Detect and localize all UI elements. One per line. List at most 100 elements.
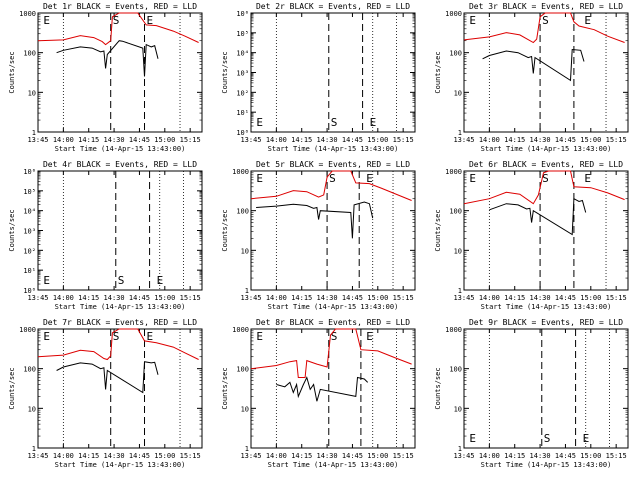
plot-frame xyxy=(250,170,416,291)
x-tick-label: 14:45 xyxy=(342,452,363,460)
y-tick-label: 100 xyxy=(236,366,249,374)
marker-label-S: S xyxy=(331,116,338,129)
x-tick-label: 14:00 xyxy=(266,452,287,460)
x-tick-label: 15:15 xyxy=(393,136,414,144)
series-events xyxy=(482,48,585,82)
x-tick-label: 15:00 xyxy=(580,136,601,144)
x-tick-label: 14:45 xyxy=(129,294,150,302)
y-tick-label: 10⁵ xyxy=(23,188,36,196)
x-axis-label: Start Time (14-Apr-15 13:43:00) xyxy=(268,303,399,311)
y-tick-label: 10³ xyxy=(23,228,36,236)
x-tick-label: 14:15 xyxy=(78,452,99,460)
x-tick-label: 14:15 xyxy=(78,136,99,144)
x-tick-label: 15:15 xyxy=(606,136,627,144)
y-tick-label: 1 xyxy=(458,445,462,453)
y-tick-label: 1 xyxy=(32,445,36,453)
x-tick-label: 14:15 xyxy=(78,294,99,302)
y-tick-label: 10 xyxy=(241,405,249,413)
y-tick-label: 1000 xyxy=(232,326,249,334)
x-tick-label: 15:15 xyxy=(180,452,201,460)
x-tick-label: 15:00 xyxy=(367,452,388,460)
x-tick-label: 14:30 xyxy=(530,294,551,302)
y-tick-label: 1000 xyxy=(445,10,462,18)
x-axis-label: Start Time (14-Apr-15 13:43:00) xyxy=(481,461,612,469)
marker-label-E: E xyxy=(469,14,476,27)
marker-label-E: E xyxy=(584,172,591,185)
y-axis-label: Counts/sec xyxy=(434,209,442,251)
x-tick-label: 14:45 xyxy=(129,452,150,460)
x-tick-label: 14:15 xyxy=(291,294,312,302)
series-events xyxy=(489,197,587,236)
marker-label-E: E xyxy=(256,116,263,129)
y-tick-label: 1000 xyxy=(445,326,462,334)
marker-label-E: E xyxy=(370,116,377,129)
marker-label-E: E xyxy=(366,172,373,185)
marker-label-S: S xyxy=(329,172,336,185)
x-tick-label: 14:45 xyxy=(555,294,576,302)
marker-label-S: S xyxy=(542,14,549,27)
y-tick-label: 10² xyxy=(236,89,249,97)
y-tick-label: 10⁰ xyxy=(236,129,249,137)
marker-label-E: E xyxy=(43,274,50,287)
series-events xyxy=(276,376,369,402)
x-tick-label: 14:00 xyxy=(53,136,74,144)
x-tick-label: 15:15 xyxy=(606,294,627,302)
series-lld xyxy=(37,328,199,361)
marker-label-S: S xyxy=(118,274,125,287)
x-tick-label: 15:15 xyxy=(393,452,414,460)
y-axis-label: Counts/sec xyxy=(221,209,229,251)
detector-panel-5: Det 5r BLACK = Events, RED = LLD 13:45 14:… xyxy=(221,160,416,311)
panel-title: Det 9r BLACK = Events, RED = LLD xyxy=(469,318,623,327)
x-tick-label: 15:15 xyxy=(393,294,414,302)
plot-frame xyxy=(250,328,416,449)
x-tick-label: 14:00 xyxy=(479,452,500,460)
detector-panel-1: Det 1r BLACK = Events, RED = LLD 13:45 14:… xyxy=(8,2,203,153)
panel-title: Det 8r BLACK = Events, RED = LLD xyxy=(256,318,410,327)
y-tick-label: 10 xyxy=(241,247,249,255)
y-tick-label: 10⁰ xyxy=(23,287,36,295)
detector-panel-2: Det 2r BLACK = Events, RED = LLD 13:45 14:… xyxy=(221,2,416,153)
marker-label-E: E xyxy=(583,432,590,445)
y-tick-label: 10⁶ xyxy=(236,10,249,18)
x-tick-label: 13:45 xyxy=(27,136,48,144)
x-tick-label: 15:15 xyxy=(180,136,201,144)
marker-label-E: E xyxy=(256,172,263,185)
y-tick-label: 100 xyxy=(449,50,462,58)
x-tick-label: 14:30 xyxy=(530,136,551,144)
series-lld xyxy=(250,328,412,378)
y-tick-label: 1000 xyxy=(19,326,36,334)
y-tick-label: 1000 xyxy=(445,168,462,176)
marker-label-E: E xyxy=(256,330,263,343)
x-tick-label: 14:00 xyxy=(53,452,74,460)
series-events xyxy=(56,361,159,394)
plot-frame xyxy=(463,12,629,133)
y-tick-label: 1 xyxy=(245,287,249,295)
x-axis-label: Start Time (14-Apr-15 13:43:00) xyxy=(55,461,186,469)
x-tick-label: 14:30 xyxy=(104,452,125,460)
x-tick-label: 14:45 xyxy=(555,452,576,460)
y-tick-label: 10⁴ xyxy=(23,208,36,216)
x-tick-label: 13:45 xyxy=(453,452,474,460)
detector-panel-9: Det 9r BLACK = Events, RED = LLD 13:45 14:… xyxy=(434,318,629,469)
x-tick-label: 15:00 xyxy=(154,452,175,460)
x-tick-label: 14:15 xyxy=(291,136,312,144)
y-tick-label: 1 xyxy=(458,287,462,295)
series-events xyxy=(56,40,159,77)
x-tick-label: 15:00 xyxy=(367,294,388,302)
x-tick-label: 14:30 xyxy=(104,136,125,144)
marker-label-S: S xyxy=(113,330,120,343)
marker-label-E: E xyxy=(43,330,50,343)
y-tick-label: 10 xyxy=(28,89,36,97)
plot-frame xyxy=(463,170,629,291)
y-tick-label: 10 xyxy=(454,405,462,413)
marker-label-S: S xyxy=(544,432,551,445)
x-tick-label: 14:30 xyxy=(317,452,338,460)
y-tick-label: 100 xyxy=(23,50,36,58)
y-axis-label: Counts/sec xyxy=(8,209,16,251)
marker-label-E: E xyxy=(366,330,373,343)
y-axis-label: Counts/sec xyxy=(221,51,229,93)
x-tick-label: 15:00 xyxy=(154,294,175,302)
x-axis-label: Start Time (14-Apr-15 13:43:00) xyxy=(268,145,399,153)
x-tick-label: 15:00 xyxy=(367,136,388,144)
y-tick-label: 100 xyxy=(449,208,462,216)
